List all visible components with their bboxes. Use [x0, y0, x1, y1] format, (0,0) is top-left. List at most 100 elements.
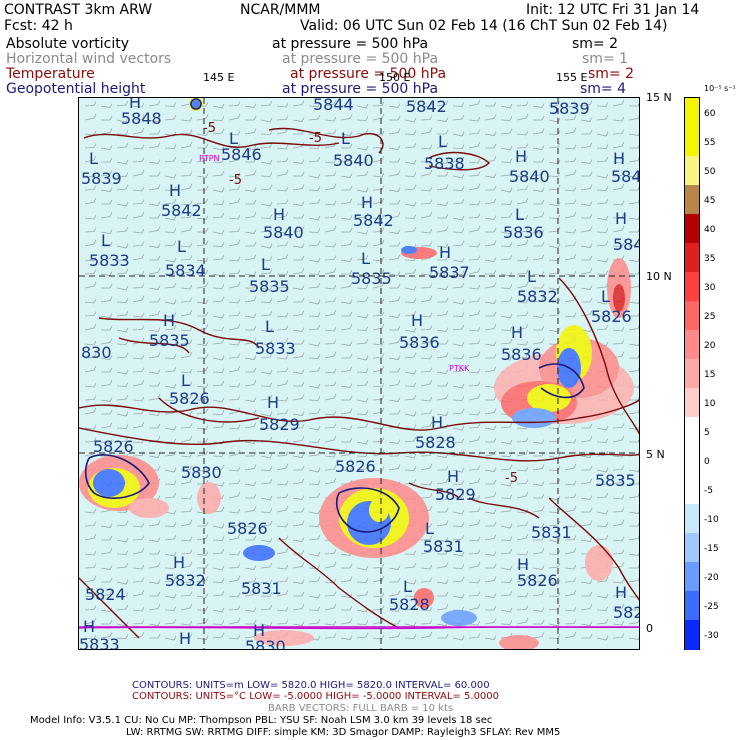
wind-barb: [532, 607, 545, 612]
wind-barb: [116, 201, 129, 207]
wind-barb: [468, 200, 481, 206]
wind-barb: [388, 128, 401, 135]
wind-barb: [276, 241, 289, 247]
wind-barb: [341, 353, 353, 359]
wind-barb: [101, 367, 113, 373]
wind-barb: [628, 258, 639, 262]
low-marker: L: [265, 317, 274, 336]
wind-barb: [228, 550, 241, 556]
wind-barb: [308, 131, 321, 137]
wind-barb: [628, 132, 639, 136]
wind-barb: [149, 129, 161, 135]
wind-barb: [420, 312, 433, 318]
wind-barb: [404, 159, 417, 165]
wind-barb: [500, 158, 513, 163]
wind-barb: [516, 185, 529, 191]
wind-barb: [197, 437, 209, 443]
wind-barb: [180, 633, 193, 639]
wind-barb: [500, 548, 513, 555]
wind-barb: [596, 270, 609, 275]
wind-barb: [84, 365, 97, 373]
field-desc-1: at pressure = 500 hPa: [282, 51, 439, 67]
wind-barb: [308, 354, 321, 359]
wind-barb: [356, 632, 369, 639]
wind-barb: [389, 157, 401, 163]
wind-barb: [228, 269, 241, 275]
wind-barb: [485, 143, 497, 149]
wind-barb: [548, 142, 561, 149]
wind-barb: [612, 213, 625, 219]
colorbar-segment: [685, 504, 699, 534]
wind-barb: [516, 311, 529, 317]
wind-barb: [276, 144, 289, 150]
wind-barb: [276, 396, 289, 402]
field-sm-2: sm= 2: [588, 66, 635, 82]
colorbar-segment: [685, 98, 699, 128]
wind-barb: [100, 380, 113, 387]
wind-barb: [404, 184, 417, 191]
height-label: 830: [81, 343, 112, 362]
wind-barb: [212, 296, 225, 303]
wind-barb: [100, 271, 113, 276]
wind-barb: [404, 411, 417, 417]
wind-barb: [468, 255, 481, 261]
wind-barb: [132, 354, 145, 360]
wind-barb: [596, 215, 609, 221]
wind-barb: [164, 396, 177, 401]
wind-barb: [420, 564, 433, 570]
wind-barb: [340, 156, 353, 163]
wind-barb: [468, 368, 481, 374]
wind-barb: [212, 128, 225, 135]
colorbar-label: 35: [704, 254, 716, 265]
lat-lon-grid: [79, 98, 639, 649]
wind-barb: [372, 311, 385, 317]
wind-barb: [292, 352, 305, 359]
wind-barb: [148, 411, 161, 416]
wind-barb: [372, 382, 385, 388]
wind-barb: [100, 439, 113, 444]
wind-barb: [564, 312, 577, 318]
wind-barb: [500, 578, 513, 583]
wind-barb: [484, 198, 497, 205]
wind-barb: [533, 115, 545, 121]
wind-barb: [132, 169, 145, 177]
wind-barb: [244, 355, 257, 360]
lon-label-145: 145 E: [203, 71, 235, 84]
wind-barb: [468, 561, 481, 569]
wind-barb: [260, 562, 273, 569]
wind-barb: [260, 201, 273, 207]
wind-barb: [356, 338, 369, 345]
wind-barb: [388, 565, 401, 570]
wind-barb: [404, 340, 417, 345]
wind-barb: [164, 366, 177, 373]
wind-barb: [341, 143, 353, 149]
wind-barb: [500, 565, 513, 571]
wind-barb: [196, 114, 209, 121]
wind-barb: [628, 115, 639, 121]
wind-barb: [164, 299, 177, 305]
wind-barb: [116, 310, 129, 317]
wind-barb: [260, 298, 273, 303]
wind-barb: [148, 453, 161, 458]
wind-barb: [404, 394, 417, 401]
wind-barb: [212, 103, 225, 109]
wind-barb: [581, 297, 593, 303]
wind-barb: [132, 102, 145, 108]
high-marker: H: [411, 311, 424, 330]
wind-barb: [533, 577, 545, 583]
wind-barb: [324, 603, 337, 611]
wind-barb: [628, 468, 639, 472]
height-label: 5824: [85, 585, 126, 604]
wind-barb: [468, 141, 481, 149]
wind-barb: [132, 157, 145, 163]
wind-barb: [516, 521, 529, 527]
wind-barb: [548, 100, 561, 107]
wind-barb: [596, 593, 609, 599]
wind-barb: [324, 213, 337, 219]
colorbar-segment: [685, 417, 699, 447]
wind-barb: [420, 535, 433, 541]
wind-barb: [516, 605, 529, 611]
wind-barb: [468, 225, 481, 233]
wind-barb: [564, 606, 577, 612]
wind-barb: [372, 340, 385, 346]
